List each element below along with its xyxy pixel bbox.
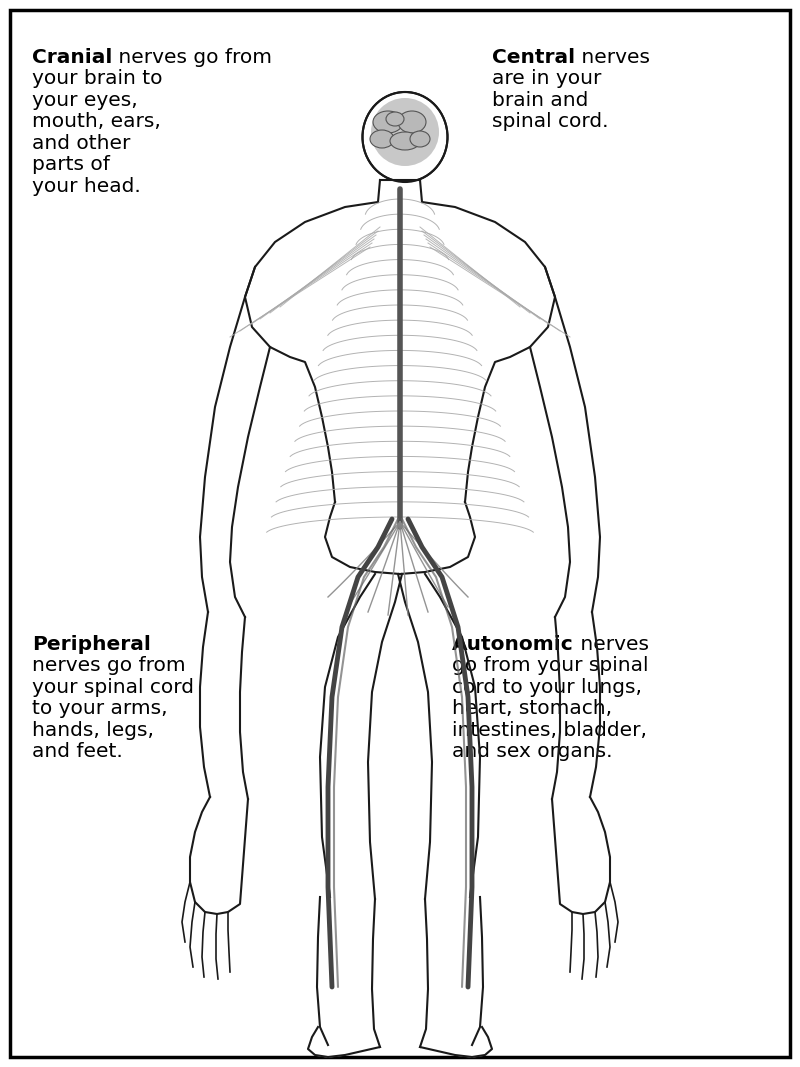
Text: to your arms,: to your arms, — [32, 699, 168, 718]
Text: spinal cord.: spinal cord. — [492, 112, 609, 131]
Polygon shape — [308, 1028, 380, 1057]
Text: and sex organs.: and sex organs. — [452, 743, 613, 761]
Ellipse shape — [390, 132, 420, 150]
Text: Cranial: Cranial — [32, 48, 112, 67]
Text: nerves go from: nerves go from — [112, 48, 272, 67]
Polygon shape — [552, 797, 610, 914]
Text: nerves: nerves — [575, 48, 650, 67]
Polygon shape — [317, 897, 380, 1047]
Text: go from your spinal: go from your spinal — [452, 656, 649, 675]
Text: cord to your lungs,: cord to your lungs, — [452, 678, 642, 697]
Polygon shape — [420, 897, 483, 1047]
Polygon shape — [420, 1028, 492, 1057]
Ellipse shape — [386, 112, 404, 126]
Text: brain and: brain and — [492, 91, 588, 110]
Text: Central: Central — [492, 48, 575, 67]
Ellipse shape — [398, 111, 426, 133]
Polygon shape — [200, 612, 248, 799]
Text: hands, legs,: hands, legs, — [32, 720, 154, 739]
Polygon shape — [398, 574, 480, 899]
Text: heart, stomach,: heart, stomach, — [452, 699, 612, 718]
Text: nerves: nerves — [574, 635, 649, 654]
Text: are in your: are in your — [492, 69, 602, 89]
Polygon shape — [378, 180, 422, 202]
Ellipse shape — [410, 131, 430, 147]
Polygon shape — [530, 267, 600, 617]
Polygon shape — [320, 574, 402, 899]
Text: your head.: your head. — [32, 177, 141, 195]
Ellipse shape — [373, 111, 403, 133]
Text: Autonomic: Autonomic — [452, 635, 574, 654]
Text: your spinal cord: your spinal cord — [32, 678, 194, 697]
Polygon shape — [552, 612, 600, 799]
Ellipse shape — [362, 92, 447, 182]
Text: and feet.: and feet. — [32, 743, 122, 761]
Text: and other: and other — [32, 133, 130, 153]
Text: intestines, bladder,: intestines, bladder, — [452, 720, 647, 739]
Text: nerves go from: nerves go from — [32, 656, 186, 675]
Text: parts of: parts of — [32, 156, 110, 174]
Text: your eyes,: your eyes, — [32, 91, 138, 110]
Ellipse shape — [371, 98, 439, 166]
Ellipse shape — [370, 130, 394, 148]
Polygon shape — [190, 797, 248, 914]
Text: mouth, ears,: mouth, ears, — [32, 112, 161, 131]
Text: your brain to: your brain to — [32, 69, 162, 89]
Polygon shape — [245, 202, 555, 574]
Polygon shape — [200, 267, 270, 617]
Text: Peripheral: Peripheral — [32, 635, 151, 654]
